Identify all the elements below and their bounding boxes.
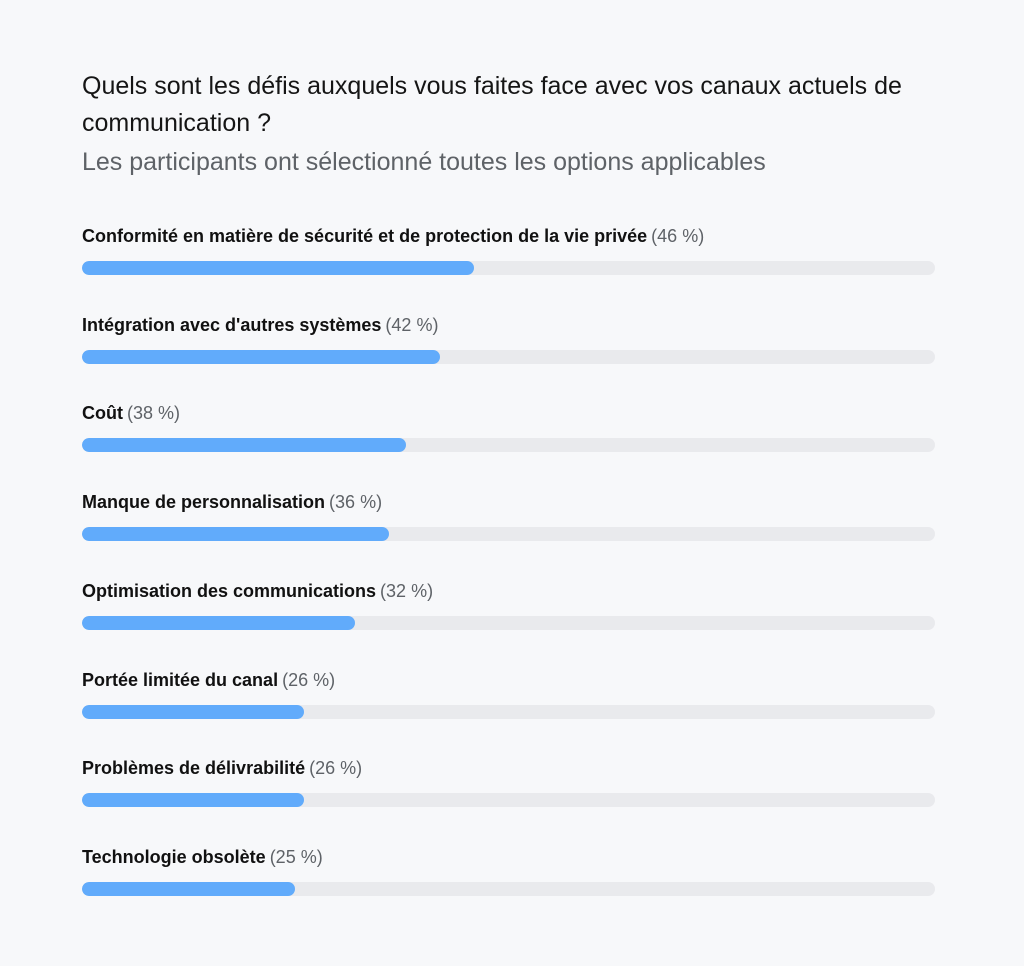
category-label: Manque de personnalisation (82, 492, 326, 513)
bar-track (82, 615, 935, 630)
bar-track (82, 527, 935, 542)
category-label: Problèmes de délivrabilité (82, 758, 306, 779)
value-label: (42 %) (385, 314, 439, 335)
chart-title: Quels sont les défis auxquels vous faite… (82, 72, 902, 137)
bar-label: Problèmes de délivrabilité (26 %) (82, 755, 362, 781)
bar-label: Conformité en matière de sécurité et de … (82, 223, 704, 249)
bar-row: Coût (38 %) (82, 400, 935, 480)
bar-track (82, 881, 935, 896)
category-label: Portée limitée du canal (82, 669, 279, 690)
bar-label: Technologie obsolète (25 %) (82, 844, 323, 870)
bar-fill (82, 881, 296, 896)
chart-subtitle: Les participants ont sélectionné toutes … (82, 148, 766, 176)
bar-track (82, 349, 935, 364)
bar-fill (82, 793, 304, 808)
bar-track (82, 438, 935, 453)
bar-fill (82, 704, 304, 719)
bar-row: Portée limitée du canal (26 %) (82, 667, 935, 747)
value-label: (25 %) (269, 846, 323, 867)
survey-card: Quels sont les défis auxquels vous faite… (82, 68, 935, 896)
bar-row: Conformité en matière de sécurité et de … (82, 223, 935, 303)
bar-label: Manque de personnalisation (36 %) (82, 489, 382, 515)
value-label: (26 %) (282, 669, 336, 690)
value-label: (36 %) (329, 492, 383, 513)
bar-label: Coût (38 %) (82, 400, 180, 426)
value-label: (32 %) (380, 580, 434, 601)
value-label: (46 %) (651, 226, 705, 246)
bar-fill (82, 615, 355, 630)
bar-track (82, 704, 935, 719)
bar-fill (82, 438, 407, 453)
bar-fill (82, 261, 475, 275)
bar-row: Problèmes de délivrabilité (26 %) (82, 755, 935, 835)
category-label: Optimisation des communications (82, 580, 377, 601)
value-label: (26 %) (309, 758, 363, 779)
category-label: Technologie obsolète (82, 846, 266, 867)
category-label: Intégration avec d'autres systèmes (82, 314, 382, 335)
bar-label: Intégration avec d'autres systèmes (42 %) (82, 312, 438, 338)
value-label: (38 %) (126, 403, 180, 424)
bar-row: Technologie obsolète (25 %) (82, 844, 935, 924)
bar-row: Manque de personnalisation (36 %) (82, 489, 935, 569)
bar-track (82, 793, 935, 808)
bar-fill (82, 349, 441, 364)
bar-row: Intégration avec d'autres systèmes (42 %) (82, 312, 935, 392)
bar-label: Portée limitée du canal (26 %) (82, 667, 335, 693)
bar-row: Optimisation des communications (32 %) (82, 578, 935, 658)
bar-track (82, 261, 935, 275)
bar-fill (82, 527, 390, 542)
bar-label: Optimisation des communications (32 %) (82, 578, 433, 604)
category-label: Conformité en matière de sécurité et de … (82, 226, 648, 246)
category-label: Coût (82, 403, 123, 424)
